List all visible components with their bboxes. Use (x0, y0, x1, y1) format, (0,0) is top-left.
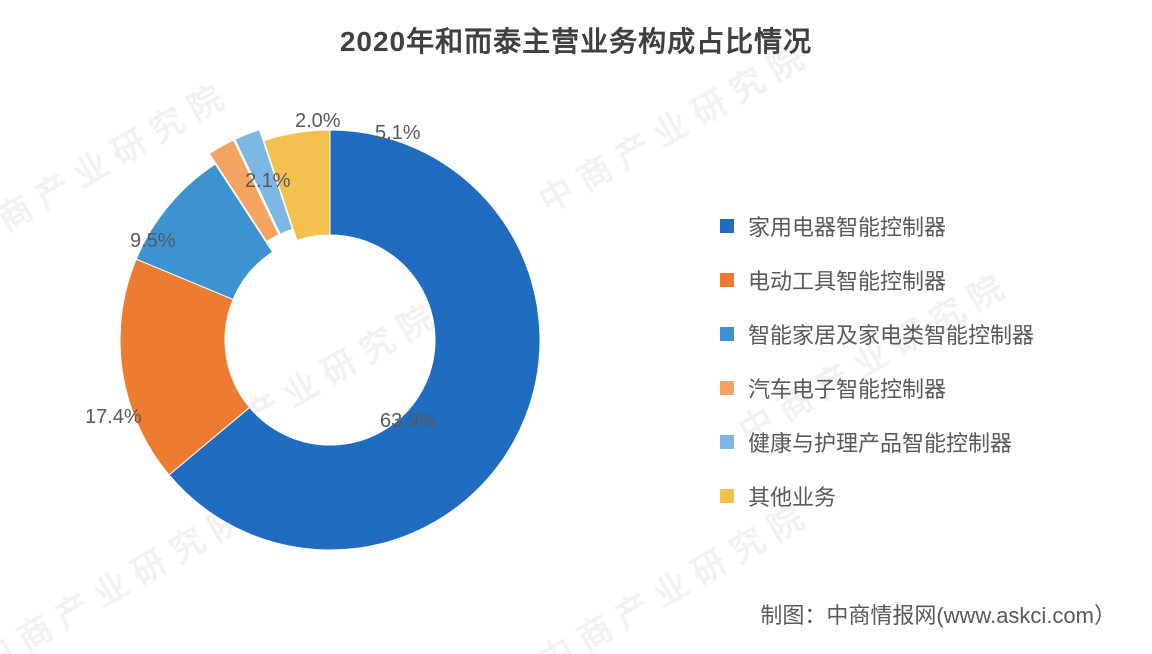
slice-label-1: 17.4% (85, 406, 142, 429)
legend-item: 家用电器智能控制器 (720, 210, 1034, 242)
legend-label: 健康与护理产品智能控制器 (748, 426, 1012, 458)
legend-item: 健康与护理产品智能控制器 (720, 426, 1034, 458)
legend-swatch-icon (720, 381, 734, 395)
slice-label-5: 5.1% (375, 122, 421, 145)
slice-label-4: 2.0% (295, 110, 341, 133)
legend-item: 电动工具智能控制器 (720, 264, 1034, 296)
legend-item: 智能家居及家电类智能控制器 (720, 318, 1034, 350)
legend-swatch-icon (720, 219, 734, 233)
credit-line: 制图：中商情报网(www.askci.com） (760, 598, 1116, 630)
legend-item: 其他业务 (720, 480, 1034, 512)
chart-title: 2020年和而泰主营业务构成占比情况 (0, 20, 1152, 60)
legend-item: 汽车电子智能控制器 (720, 372, 1034, 404)
donut-chart: 63.9% 17.4% 9.5% 2.1% 2.0% 5.1% (70, 80, 590, 600)
legend-swatch-icon (720, 489, 734, 503)
legend-label: 智能家居及家电类智能控制器 (748, 318, 1034, 350)
legend-label: 电动工具智能控制器 (748, 264, 946, 296)
slice-label-2: 9.5% (130, 230, 176, 253)
slice-label-3: 2.1% (245, 170, 291, 193)
legend: 家用电器智能控制器 电动工具智能控制器 智能家居及家电类智能控制器 汽车电子智能… (720, 210, 1034, 534)
slice-label-0: 63.9% (380, 410, 437, 433)
legend-label: 汽车电子智能控制器 (748, 372, 946, 404)
legend-label: 家用电器智能控制器 (748, 210, 946, 242)
legend-swatch-icon (720, 273, 734, 287)
legend-label: 其他业务 (748, 480, 836, 512)
legend-swatch-icon (720, 435, 734, 449)
legend-swatch-icon (720, 327, 734, 341)
